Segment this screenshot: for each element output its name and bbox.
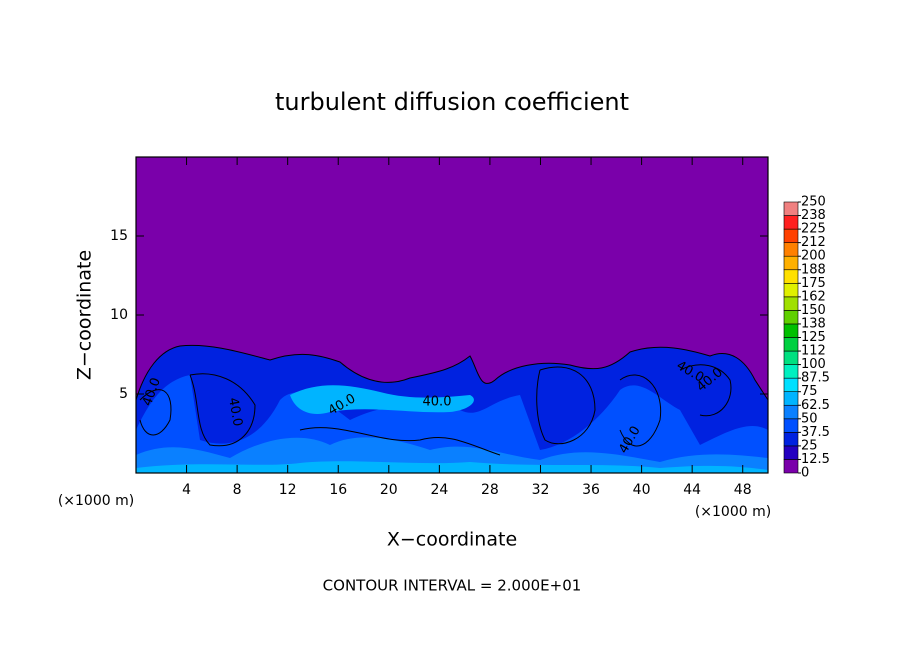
colorbar-swatch xyxy=(783,418,799,433)
colorbar-label: 175 xyxy=(801,276,826,291)
x-tick-label: 48 xyxy=(734,482,752,498)
x-tick-label: 4 xyxy=(182,482,191,498)
colorbar-swatch xyxy=(783,228,799,243)
colorbar-swatch xyxy=(783,377,799,392)
contour-label: 40.0 xyxy=(423,395,452,410)
x-tick-label: 20 xyxy=(380,482,398,498)
colorbar-label: 25 xyxy=(801,438,818,453)
colorbar-swatch xyxy=(783,215,799,230)
colorbar-swatch xyxy=(783,364,799,379)
colorbar-swatch xyxy=(783,282,799,298)
footer: CONTOUR INTERVAL = 2.000E+01 xyxy=(323,577,582,595)
colorbar-label: 188 xyxy=(801,262,826,277)
colorbar-label: 125 xyxy=(801,330,826,345)
colorbar-label: 238 xyxy=(801,208,826,223)
colorbar-swatch xyxy=(783,255,799,271)
x-tick-label: 16 xyxy=(329,482,347,498)
contour-line xyxy=(536,366,596,445)
x-axis-label: X−coordinate xyxy=(387,529,517,551)
colorbar-label: 200 xyxy=(801,249,826,264)
x-tick-label: 8 xyxy=(233,482,242,498)
contour-line xyxy=(299,427,501,456)
colorbar-label: 50 xyxy=(801,411,818,426)
colorbar-label: 62.5 xyxy=(801,398,830,413)
contour-line xyxy=(679,364,732,417)
x-tick-label: 32 xyxy=(532,482,550,498)
region-cyan xyxy=(136,461,768,473)
colorbar-label: 250 xyxy=(801,195,826,210)
colorbar-swatch xyxy=(783,432,799,447)
colorbar-label: 225 xyxy=(801,222,826,237)
contour-line xyxy=(139,389,172,436)
x-unit-label: (×1000 m) xyxy=(695,504,771,520)
y-axis-label: Z−coordinate xyxy=(74,250,96,380)
contour-line xyxy=(135,344,769,401)
colorbar-swatch xyxy=(783,459,799,474)
colorbar-label: 100 xyxy=(801,357,826,372)
colorbar-label: 112 xyxy=(801,344,826,359)
colorbar-label: 75 xyxy=(801,384,818,399)
x-tick-label: 24 xyxy=(430,482,448,498)
colorbar-swatch xyxy=(783,242,799,257)
colorbar-swatch xyxy=(783,269,799,284)
colorbar-label: 12.5 xyxy=(801,452,830,467)
colorbar-label: 162 xyxy=(801,289,826,304)
colorbar-label: 138 xyxy=(801,316,826,331)
x-tick-label: 12 xyxy=(279,482,297,498)
colorbar-swatch xyxy=(783,445,799,460)
colorbar-swatch xyxy=(783,350,799,365)
colorbar-swatch xyxy=(783,201,799,216)
x-tick-label: 36 xyxy=(582,482,600,498)
y-tick-label: 5 xyxy=(119,386,128,402)
contour-label: 40.0 xyxy=(225,396,245,427)
colorbar-swatch xyxy=(783,391,799,406)
colorbar-label: 212 xyxy=(801,235,826,250)
y-tick-label: 10 xyxy=(110,307,128,323)
field: 40.040.0 40.0 40.040.040.040.0 xyxy=(135,157,769,473)
colorbar-swatch xyxy=(783,323,799,338)
colorbar-swatch xyxy=(783,404,799,420)
x-tick-label: 44 xyxy=(683,482,701,498)
colorbar-swatch xyxy=(783,337,799,352)
x-unit-label: (×1000 m) xyxy=(58,493,134,509)
y-tick-label: 15 xyxy=(110,228,128,244)
x-tick-label: 28 xyxy=(481,482,499,498)
chart-title: turbulent diffusion coefficient xyxy=(275,88,629,116)
colorbar-swatch xyxy=(783,310,799,325)
region-cyan xyxy=(290,385,474,415)
contour-line xyxy=(189,373,256,447)
colorbar-label: 0 xyxy=(801,466,809,481)
contour-line xyxy=(619,374,662,447)
x-tick-label: 40 xyxy=(633,482,651,498)
colorbar-label: 150 xyxy=(801,303,826,318)
colorbar-label: 37.5 xyxy=(801,425,830,440)
colorbar-label: 87.5 xyxy=(801,371,830,386)
colorbar-swatch xyxy=(783,296,799,311)
